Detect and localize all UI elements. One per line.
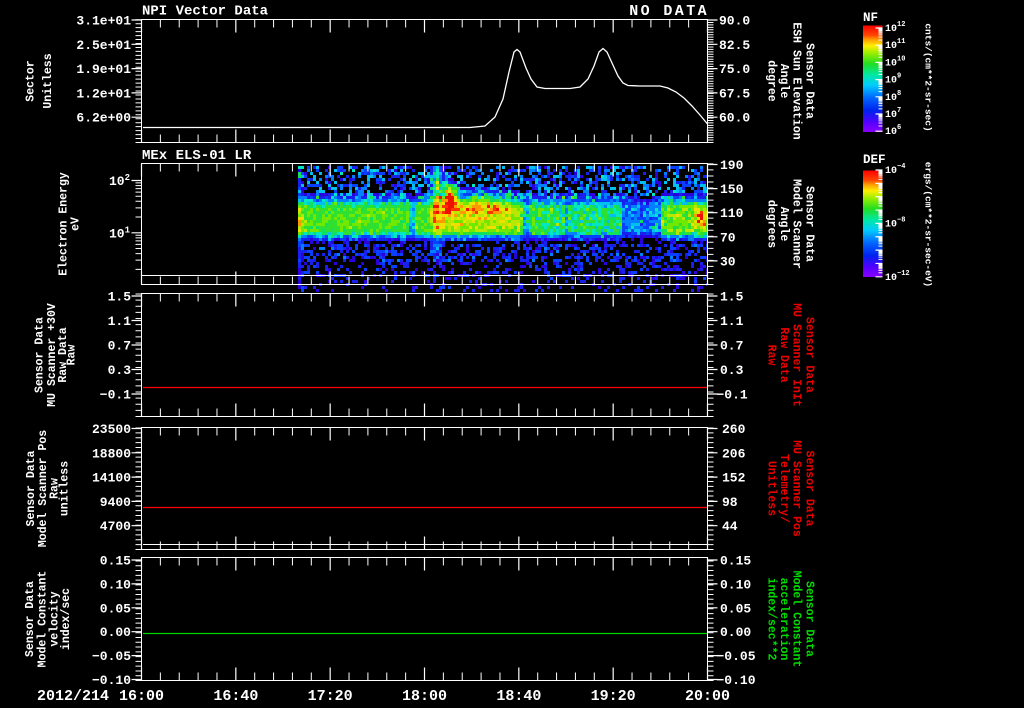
- svg-text:Unitless: Unitless: [765, 461, 778, 516]
- svg-text:Sensor Data: Sensor Data: [803, 317, 816, 393]
- svg-text:velocity: velocity: [49, 591, 62, 646]
- svg-text:30: 30: [720, 254, 736, 269]
- svg-text:206: 206: [722, 446, 746, 461]
- svg-text:Raw Data: Raw Data: [57, 327, 70, 382]
- svg-text:82.5: 82.5: [719, 38, 750, 53]
- svg-text:2.5e+01: 2.5e+01: [76, 38, 131, 53]
- svg-text:0.15: 0.15: [720, 554, 751, 569]
- svg-text:Raw: Raw: [66, 345, 79, 366]
- svg-text:ergs/(cm**2-sr-sec-eV): ergs/(cm**2-sr-sec-eV): [923, 162, 934, 287]
- svg-text:eV: eV: [70, 217, 83, 231]
- svg-text:1.1: 1.1: [108, 314, 132, 329]
- svg-text:Model Constant: Model Constant: [37, 571, 50, 668]
- svg-text:150: 150: [720, 182, 744, 197]
- svg-text:Sensor Data: Sensor Data: [803, 451, 816, 527]
- svg-text:NF: NF: [863, 11, 878, 25]
- svg-text:Model Scanner Pos: Model Scanner Pos: [37, 430, 50, 547]
- svg-text:9400: 9400: [100, 495, 131, 510]
- svg-text:190: 190: [720, 158, 744, 173]
- svg-text:18:00: 18:00: [402, 688, 447, 705]
- svg-text:0.15: 0.15: [100, 554, 131, 569]
- svg-text:degree: degree: [765, 60, 778, 102]
- svg-text:16:00: 16:00: [119, 688, 164, 705]
- svg-text:Raw: Raw: [49, 478, 62, 499]
- svg-text:MU Scanner InIt: MU Scanner InIt: [790, 303, 803, 407]
- svg-text:index/sec: index/sec: [60, 588, 73, 650]
- svg-text:−0.05: −0.05: [92, 649, 131, 664]
- svg-text:60.0: 60.0: [719, 111, 750, 126]
- svg-text:NO DATA: NO DATA: [629, 3, 709, 20]
- svg-text:unitless: unitless: [59, 461, 72, 516]
- svg-text:18:40: 18:40: [496, 688, 541, 705]
- svg-text:Sensor Data: Sensor Data: [24, 581, 37, 657]
- svg-text:0.7: 0.7: [720, 339, 743, 354]
- svg-text:degrees: degrees: [765, 200, 778, 248]
- svg-text:23500: 23500: [92, 422, 131, 437]
- svg-text:MEx ELS-01 LR: MEx ELS-01 LR: [142, 148, 252, 164]
- svg-text:16:40: 16:40: [213, 688, 258, 705]
- svg-text:260: 260: [722, 422, 746, 437]
- svg-text:0.00: 0.00: [720, 625, 751, 640]
- svg-text:0.3: 0.3: [108, 363, 132, 378]
- svg-text:152: 152: [722, 471, 746, 486]
- svg-text:75.0: 75.0: [719, 62, 750, 77]
- svg-text:Sensor Data: Sensor Data: [803, 186, 816, 262]
- svg-text:19:20: 19:20: [591, 688, 636, 705]
- svg-text:Angle: Angle: [777, 207, 790, 242]
- svg-text:DEF: DEF: [863, 153, 886, 167]
- svg-text:Telemetry/: Telemetry/: [777, 454, 790, 523]
- svg-text:0.05: 0.05: [100, 601, 131, 616]
- svg-text:3.1e+01: 3.1e+01: [76, 14, 131, 29]
- svg-text:14100: 14100: [92, 471, 131, 486]
- svg-text:−0.1: −0.1: [717, 388, 748, 403]
- svg-text:0.7: 0.7: [108, 339, 131, 354]
- svg-text:2012/214: 2012/214: [37, 688, 109, 705]
- svg-text:Sensor Data: Sensor Data: [25, 450, 38, 526]
- svg-text:110: 110: [720, 206, 744, 221]
- svg-text:0.10: 0.10: [100, 577, 131, 592]
- svg-text:67.5: 67.5: [719, 86, 750, 101]
- svg-text:1.2e+01: 1.2e+01: [76, 86, 131, 101]
- svg-text:Angle: Angle: [777, 64, 790, 99]
- svg-text:index/sec**2: index/sec**2: [765, 578, 778, 661]
- svg-text:−0.10: −0.10: [717, 673, 756, 688]
- svg-text:Raw: Raw: [765, 345, 778, 366]
- svg-text:Sector: Sector: [25, 60, 38, 102]
- svg-text:Electron Energy: Electron Energy: [58, 172, 71, 276]
- svg-text:Raw Data: Raw Data: [777, 327, 790, 382]
- svg-text:Unitless: Unitless: [42, 53, 55, 108]
- svg-text:acceleration: acceleration: [777, 578, 790, 661]
- svg-text:44: 44: [722, 519, 738, 534]
- svg-text:ESH Sun Elevation: ESH Sun Elevation: [790, 22, 803, 139]
- svg-text:1.9e+01: 1.9e+01: [76, 62, 131, 77]
- svg-text:Model Scanner: Model Scanner: [790, 179, 803, 269]
- svg-text:0.10: 0.10: [720, 577, 751, 592]
- svg-text:4700: 4700: [100, 519, 131, 534]
- svg-text:MU Scanner +30V: MU Scanner +30V: [46, 303, 59, 407]
- svg-text:−0.05: −0.05: [717, 649, 756, 664]
- svg-text:Sensor Data: Sensor Data: [803, 581, 816, 657]
- svg-text:90.0: 90.0: [719, 14, 750, 29]
- svg-text:0.3: 0.3: [720, 363, 744, 378]
- svg-text:18800: 18800: [92, 446, 131, 461]
- svg-text:6.2e+00: 6.2e+00: [76, 111, 131, 126]
- svg-text:17:20: 17:20: [308, 688, 353, 705]
- svg-text:cnts/(cm**2-sr-sec): cnts/(cm**2-sr-sec): [923, 23, 934, 131]
- svg-text:1.5: 1.5: [720, 290, 744, 305]
- svg-text:0.00: 0.00: [100, 625, 131, 640]
- svg-text:1.1: 1.1: [720, 314, 744, 329]
- svg-text:0.05: 0.05: [720, 601, 751, 616]
- svg-text:98: 98: [722, 495, 738, 510]
- svg-text:1.5: 1.5: [108, 290, 132, 305]
- svg-text:−0.10: −0.10: [92, 673, 131, 688]
- svg-text:70: 70: [720, 230, 736, 245]
- svg-text:Sensor Data: Sensor Data: [34, 317, 47, 393]
- svg-text:20:00: 20:00: [685, 688, 730, 705]
- svg-text:Model Constant: Model Constant: [790, 571, 803, 668]
- svg-text:Sensor Data: Sensor Data: [803, 43, 816, 119]
- svg-text:NPI Vector Data: NPI Vector Data: [142, 4, 269, 20]
- svg-text:−0.1: −0.1: [100, 388, 131, 403]
- svg-text:MU Scanner Pos: MU Scanner Pos: [790, 440, 803, 537]
